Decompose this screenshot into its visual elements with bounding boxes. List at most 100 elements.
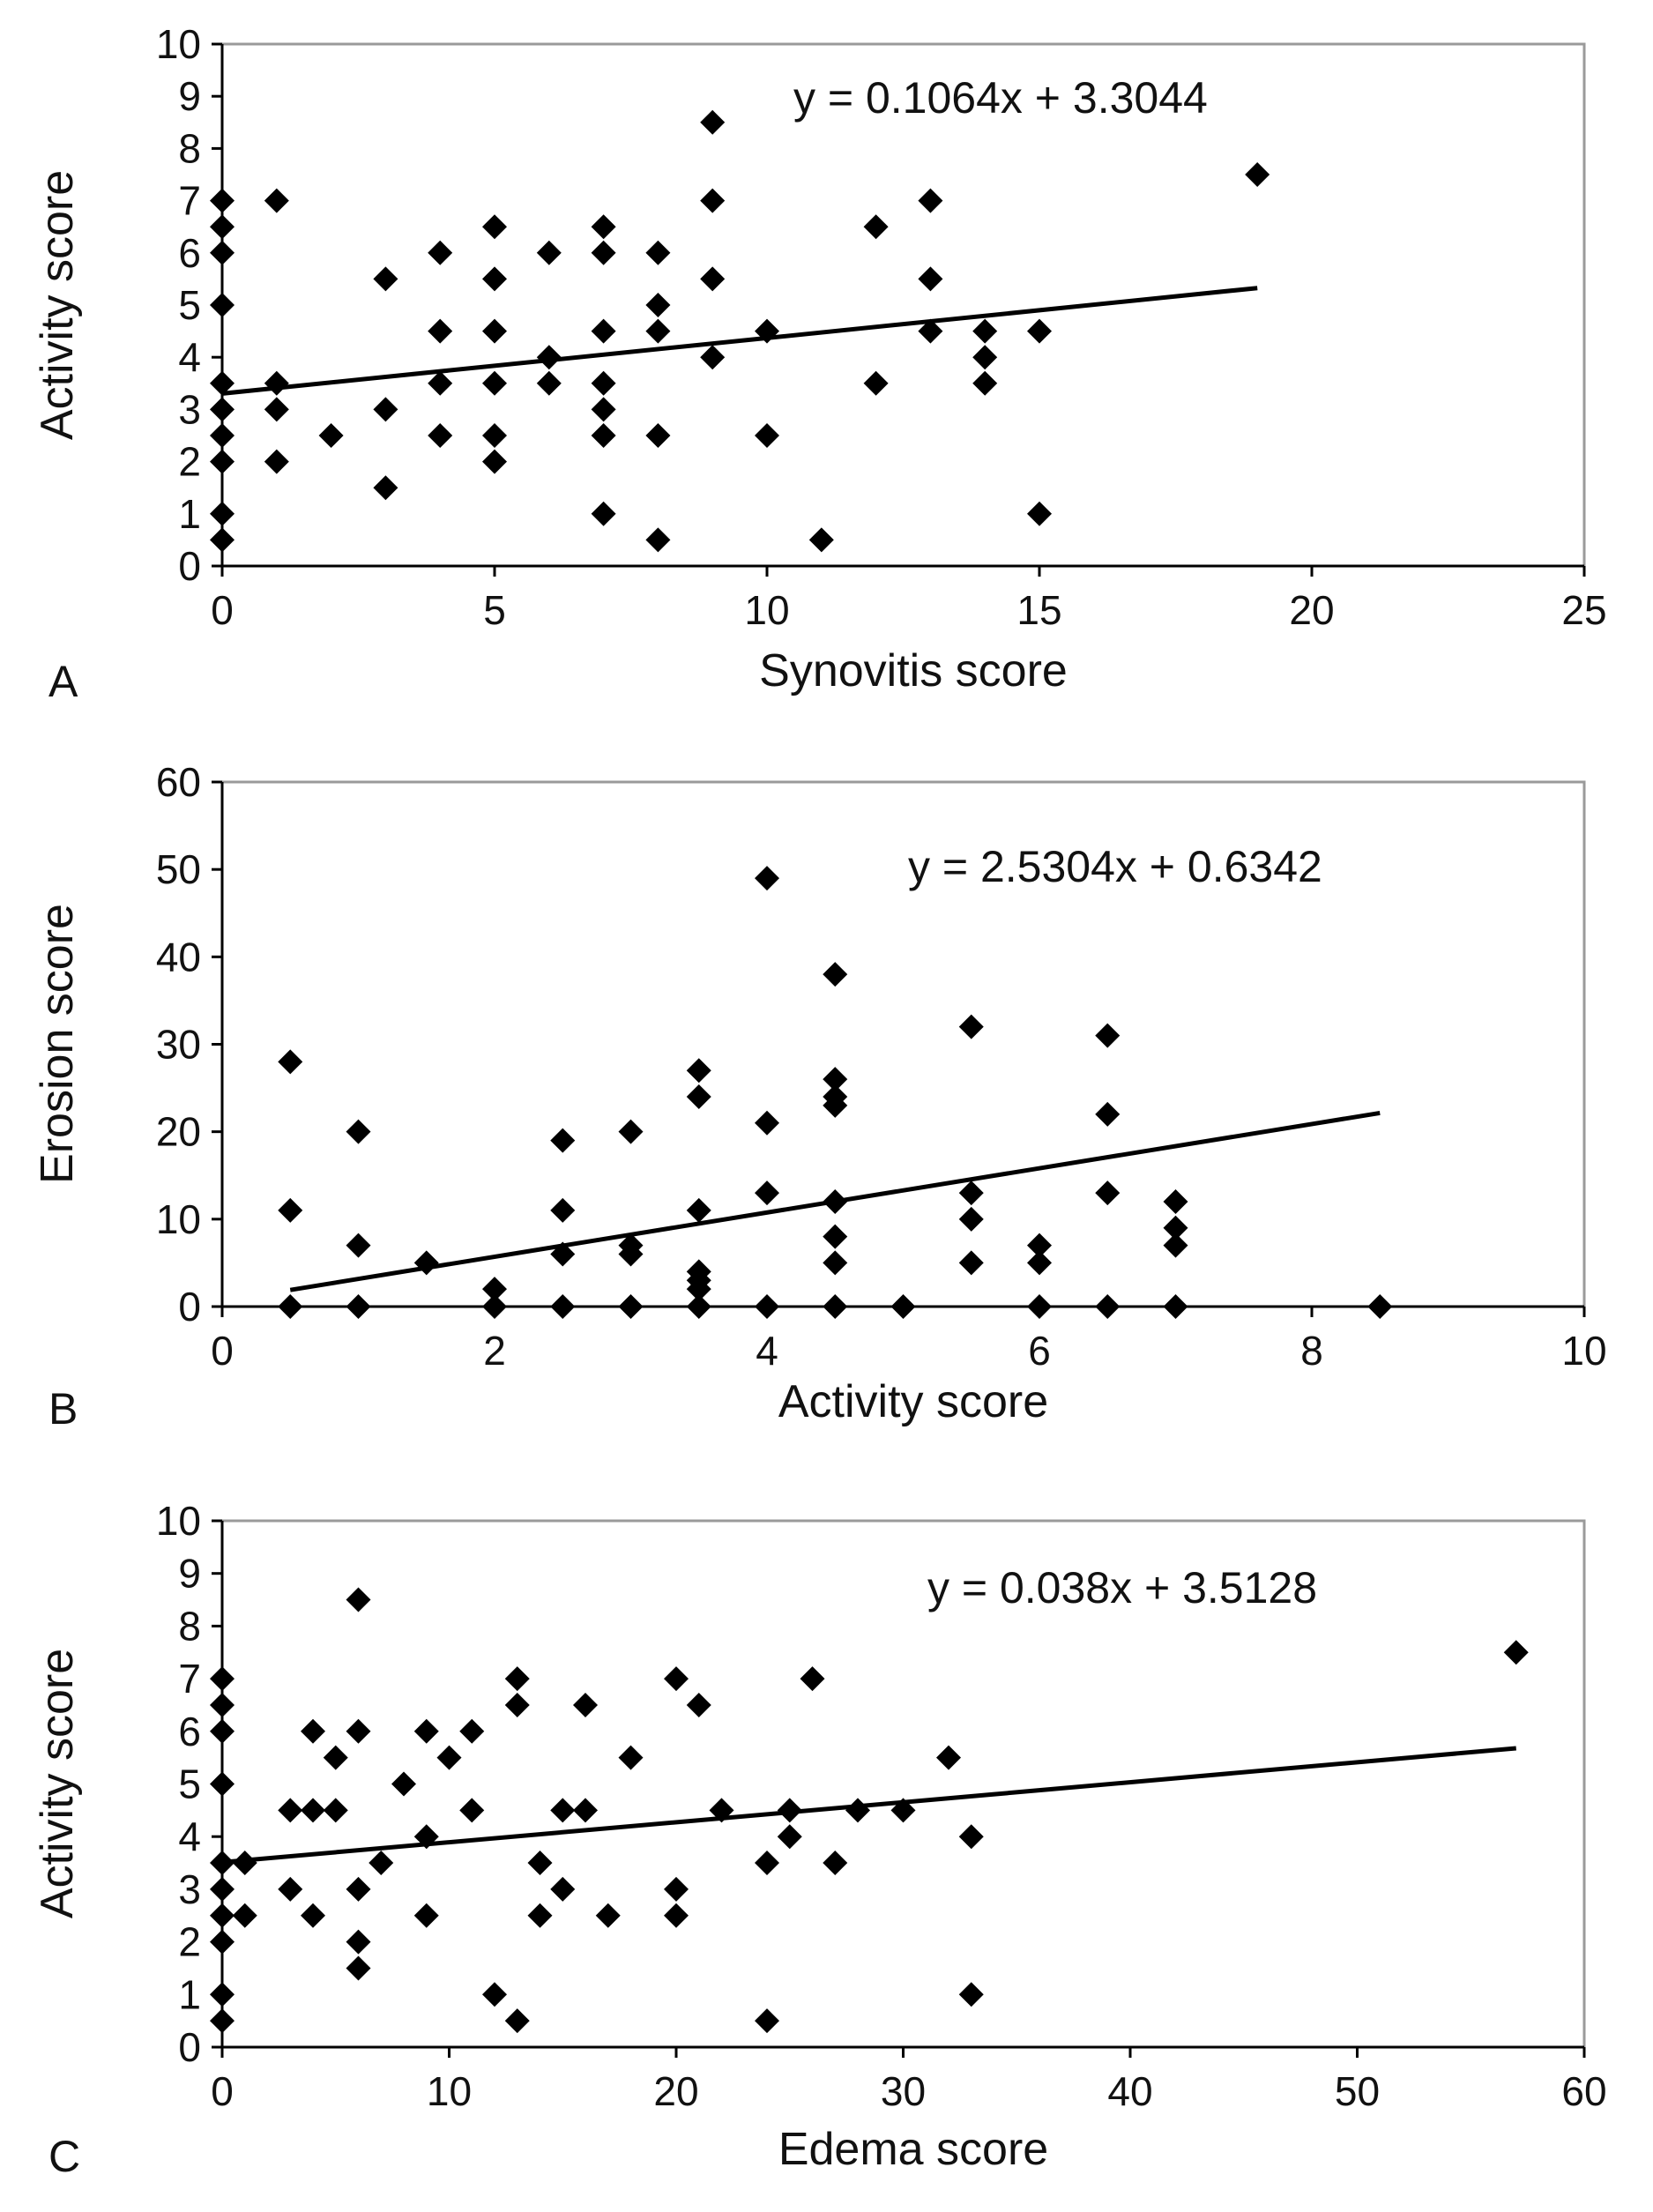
x-tick-label: 15 bbox=[1016, 587, 1061, 633]
data-point bbox=[972, 345, 998, 370]
x-tick-label: 2 bbox=[483, 1328, 506, 1374]
data-point bbox=[755, 2008, 779, 2034]
data-point bbox=[536, 240, 562, 265]
data-point bbox=[664, 1666, 689, 1692]
data-point bbox=[645, 240, 671, 265]
data-point bbox=[686, 1692, 711, 1717]
data-point bbox=[1095, 1294, 1121, 1319]
data-point bbox=[591, 397, 616, 422]
y-tick-label: 60 bbox=[156, 759, 201, 805]
data-point bbox=[482, 449, 507, 474]
y-tick-label: 9 bbox=[178, 1551, 201, 1597]
data-point bbox=[591, 240, 616, 265]
data-point bbox=[972, 370, 998, 396]
data-point bbox=[413, 1903, 439, 1928]
data-point bbox=[823, 1189, 848, 1214]
x-tick-label: 25 bbox=[1561, 587, 1606, 633]
y-tick-label: 4 bbox=[178, 1814, 201, 1859]
data-point bbox=[573, 1798, 598, 1823]
y-tick-label: 50 bbox=[156, 846, 201, 892]
data-point bbox=[755, 866, 779, 891]
data-point bbox=[550, 1294, 576, 1319]
y-tick-label: 20 bbox=[156, 1109, 201, 1155]
data-point bbox=[618, 1241, 644, 1267]
data-point bbox=[210, 423, 235, 448]
data-point bbox=[323, 1745, 348, 1770]
data-point bbox=[264, 188, 289, 213]
data-point bbox=[823, 1851, 848, 1876]
trendline bbox=[221, 1746, 1516, 1865]
data-point bbox=[664, 1876, 689, 1902]
data-point bbox=[210, 240, 235, 265]
y-tick-label: 6 bbox=[178, 230, 201, 276]
data-point bbox=[482, 214, 507, 240]
data-point bbox=[346, 1718, 371, 1744]
data-point bbox=[1367, 1294, 1393, 1319]
data-point bbox=[591, 423, 616, 448]
data-point bbox=[264, 370, 289, 396]
data-point bbox=[1095, 1023, 1121, 1048]
data-point bbox=[709, 1798, 734, 1823]
x-tick-label: 10 bbox=[427, 2068, 472, 2114]
data-point bbox=[482, 1294, 507, 1319]
data-point bbox=[346, 1955, 371, 1981]
data-point bbox=[210, 527, 235, 553]
y-tick-label: 0 bbox=[178, 1284, 201, 1329]
data-point bbox=[210, 1982, 235, 2007]
data-point bbox=[686, 1277, 711, 1302]
data-point bbox=[958, 1180, 984, 1206]
panel-letter: C bbox=[48, 2132, 80, 2181]
data-point bbox=[958, 1824, 984, 1850]
data-point bbox=[863, 214, 889, 240]
panel-a: 0 1 2 3 4 5 6 7 8 9 10 0 5 10 15 20 25 Synovitis score Act… bbox=[32, 21, 1607, 706]
x-tick-label: 60 bbox=[1561, 2068, 1606, 2114]
data-point bbox=[664, 1903, 689, 1928]
x-axis-label: Activity score bbox=[778, 1376, 1048, 1427]
regression-equation: y = 0.1064x + 3.3044 bbox=[793, 73, 1208, 123]
y-tick-label: 0 bbox=[178, 543, 201, 589]
x-tick-label: 10 bbox=[1561, 1328, 1606, 1374]
data-point bbox=[210, 397, 235, 422]
panel-letter: B bbox=[48, 1384, 78, 1434]
data-point bbox=[645, 527, 671, 553]
data-point bbox=[550, 1128, 576, 1153]
data-point bbox=[428, 318, 453, 344]
y-tick-label: 8 bbox=[178, 1603, 201, 1649]
y-tick-label: 2 bbox=[178, 439, 201, 485]
data-point bbox=[645, 318, 671, 344]
data-point bbox=[823, 1224, 848, 1249]
x-tick-label: 5 bbox=[483, 587, 506, 633]
x-axis-label: Edema score bbox=[778, 2124, 1048, 2175]
data-point bbox=[1027, 501, 1052, 526]
data-point bbox=[373, 266, 398, 292]
regression-equation: y = 0.038x + 3.5128 bbox=[927, 1563, 1317, 1612]
data-point bbox=[428, 423, 453, 448]
data-point bbox=[527, 1851, 553, 1876]
data-point bbox=[591, 370, 616, 396]
data-point bbox=[264, 449, 289, 474]
data-point bbox=[1095, 1101, 1121, 1127]
data-point bbox=[210, 1929, 235, 1955]
y-tick-label: 7 bbox=[178, 178, 201, 224]
data-point bbox=[210, 1903, 235, 1928]
data-point bbox=[301, 1903, 325, 1928]
data-point bbox=[1027, 1294, 1052, 1319]
data-point bbox=[210, 1666, 235, 1692]
data-point bbox=[1163, 1215, 1188, 1240]
data-point bbox=[958, 1206, 984, 1232]
data-point bbox=[346, 1876, 371, 1902]
data-point bbox=[1163, 1294, 1188, 1319]
data-point bbox=[504, 2008, 530, 2034]
y-tick-label: 4 bbox=[178, 334, 201, 380]
y-tick-label: 10 bbox=[156, 21, 201, 67]
data-point bbox=[918, 188, 943, 213]
data-point bbox=[700, 109, 726, 135]
y-tick-label: 2 bbox=[178, 1919, 201, 1965]
data-point bbox=[210, 214, 235, 240]
data-point bbox=[391, 1771, 416, 1797]
data-point bbox=[645, 293, 671, 317]
y-tick-label: 5 bbox=[178, 1761, 201, 1807]
data-point bbox=[595, 1903, 621, 1928]
data-point bbox=[428, 240, 453, 265]
data-point bbox=[890, 1798, 916, 1823]
